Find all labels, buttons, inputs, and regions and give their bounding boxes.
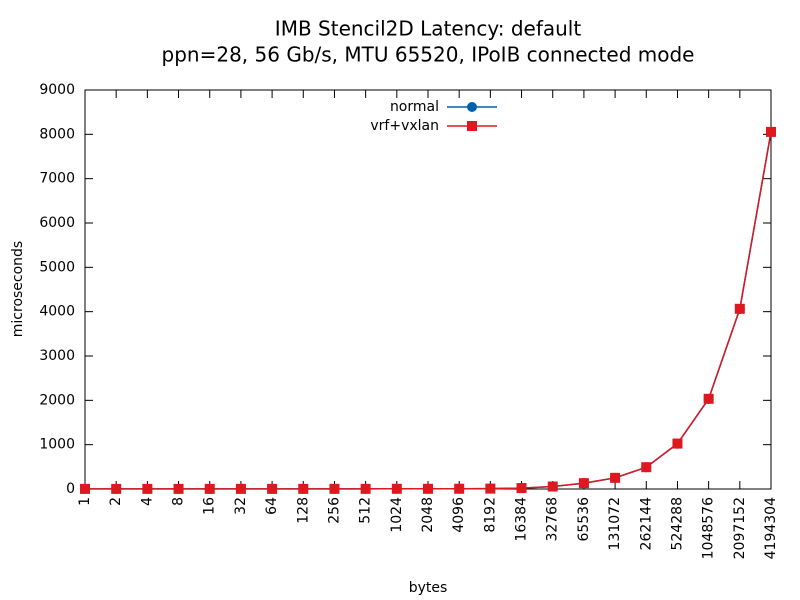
x-tick-label: 4096 <box>451 497 467 533</box>
data-point <box>578 478 589 489</box>
x-tick-label: 2048 <box>420 497 436 533</box>
x-tick-label: 1 <box>77 497 93 506</box>
data-point <box>547 481 558 492</box>
x-tick-label: 256 <box>326 497 342 524</box>
x-tick-label: 1048576 <box>701 497 717 559</box>
data-point <box>173 483 184 494</box>
y-tick-label: 5000 <box>39 259 75 275</box>
plot-border <box>84 89 772 490</box>
y-tick-label: 7000 <box>39 171 75 187</box>
data-point <box>672 438 683 449</box>
y-tick-label: 0 <box>66 481 75 497</box>
x-tick-label: 64 <box>264 497 280 515</box>
legend-marker <box>467 102 477 112</box>
series-line <box>85 131 772 490</box>
x-tick-label: 128 <box>295 497 311 524</box>
series-line <box>85 131 772 490</box>
x-axis-label: bytes <box>409 580 448 596</box>
y-tick-label: 6000 <box>39 215 75 231</box>
y-axis-label: microseconds <box>10 241 26 337</box>
y-tick-label: 4000 <box>39 304 75 320</box>
data-point <box>235 483 246 494</box>
x-tick-label: 131072 <box>607 497 623 550</box>
data-point <box>516 483 527 494</box>
x-tick-label: 8192 <box>482 497 498 533</box>
x-tick-label: 16384 <box>514 497 530 542</box>
x-tick-label: 1024 <box>389 497 405 533</box>
data-point <box>298 483 309 494</box>
data-point <box>329 483 340 494</box>
data-point <box>610 472 621 483</box>
x-tick-label: 524288 <box>669 497 685 550</box>
x-tick-label: 2097152 <box>732 497 748 559</box>
y-tick-label: 3000 <box>39 348 75 364</box>
x-tick-label: 32 <box>233 497 249 515</box>
x-tick-label: 32768 <box>545 497 561 542</box>
data-point <box>267 483 278 494</box>
data-point <box>485 483 496 494</box>
data-point <box>703 393 714 404</box>
x-tick-label: 262144 <box>638 497 654 551</box>
data-point <box>111 483 122 494</box>
x-tick-label: 4 <box>139 497 155 506</box>
data-point <box>734 303 745 314</box>
y-tick-label: 1000 <box>39 437 75 453</box>
x-tick-label: 65536 <box>576 497 592 542</box>
x-tick-label: 8 <box>171 497 187 506</box>
chart-title: IMB Stencil2D Latency: default <box>275 17 582 41</box>
y-tick-label: 9000 <box>39 82 75 98</box>
data-point <box>142 483 153 494</box>
legend-label: vrf+vxlan <box>370 118 439 134</box>
y-tick-label: 2000 <box>39 392 75 408</box>
data-point <box>766 126 776 137</box>
data-point <box>204 483 215 494</box>
legend-marker <box>467 121 477 131</box>
x-tick-label: 4194304 <box>763 497 779 559</box>
data-point <box>641 462 652 473</box>
legend-label: normal <box>390 99 439 115</box>
data-point <box>423 483 433 494</box>
x-tick-label: 16 <box>202 497 218 515</box>
data-point <box>454 483 465 494</box>
data-point <box>391 483 402 494</box>
data-point <box>80 483 90 494</box>
chart-subtitle: ppn=28, 56 Gb/s, MTU 65520, IPoIB connec… <box>162 43 695 67</box>
data-point <box>360 483 371 494</box>
x-tick-label: 2 <box>108 497 124 506</box>
x-tick-label: 512 <box>358 497 374 524</box>
y-tick-label: 8000 <box>39 126 75 142</box>
